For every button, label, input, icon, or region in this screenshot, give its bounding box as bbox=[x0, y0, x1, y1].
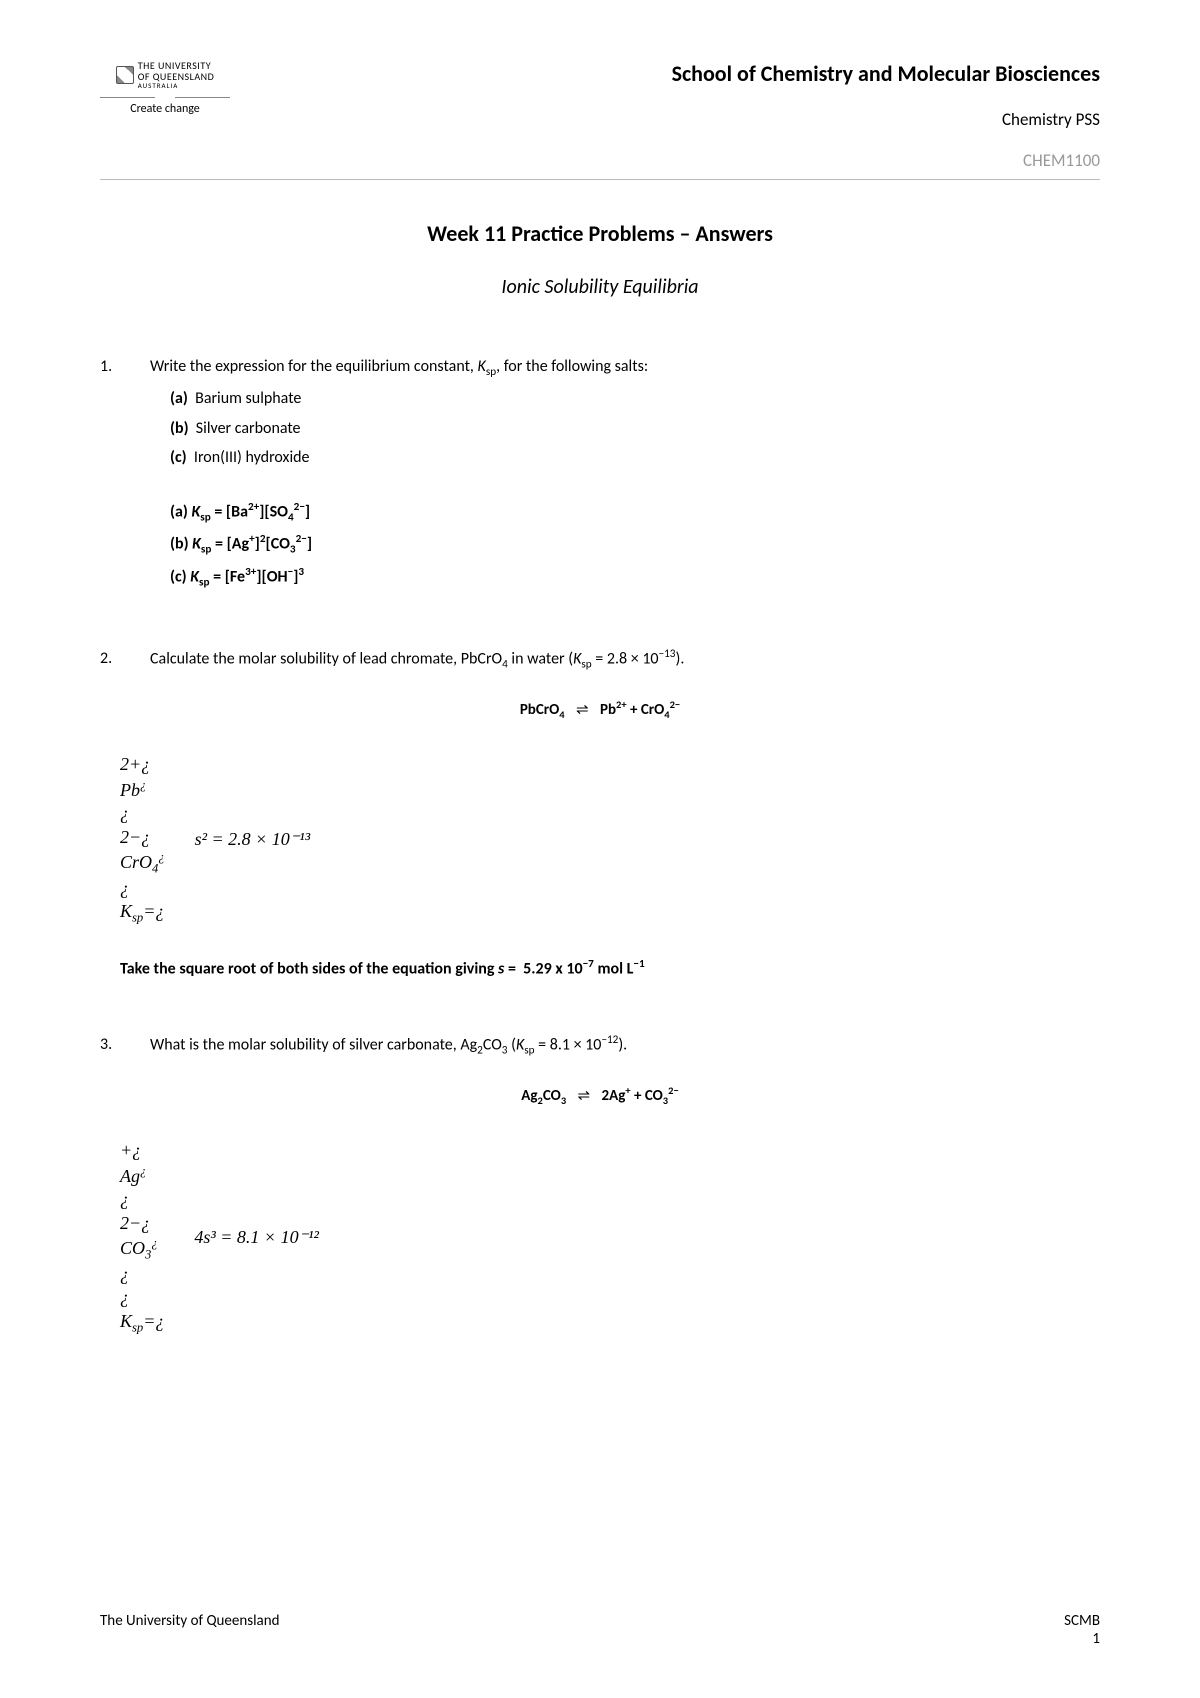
q3-number: 3. bbox=[100, 1032, 120, 1060]
q3-work-eq: 4s³ = 8.1 × 10⁻¹² bbox=[194, 1226, 319, 1249]
q1-ans-a: (a) Ksp = [Ba2+][SO42−] bbox=[170, 499, 1100, 527]
crest-icon bbox=[116, 66, 134, 84]
page-footer: The University of Queensland SCMB 1 bbox=[100, 1612, 1100, 1648]
footer-right: SCMB 1 bbox=[1064, 1612, 1100, 1648]
q1-ans-c: (c) Ksp = [Fe3+][OH−]3 bbox=[170, 564, 1100, 592]
footer-left: The University of Queensland bbox=[100, 1612, 280, 1648]
logo-divider bbox=[100, 94, 230, 100]
question-3: 3. What is the molar solubility of silve… bbox=[100, 1032, 1100, 1335]
q3-prompt: What is the molar solubility of silver c… bbox=[150, 1032, 1100, 1060]
q1-answers: (a) Ksp = [Ba2+][SO42−] (b) Ksp = [Ag+]2… bbox=[150, 499, 1100, 592]
q2-work-eq: s² = 2.8 × 10⁻¹³ bbox=[195, 828, 311, 851]
q1-b: (b) Silver carbonate bbox=[150, 416, 1100, 442]
question-1: 1. Write the expression for the equilibr… bbox=[100, 354, 1100, 596]
q1-ans-b: (b) Ksp = [Ag+]2[CO32−] bbox=[170, 531, 1100, 559]
footer-page-num: 1 bbox=[1064, 1630, 1100, 1648]
logo-tagline: Create change bbox=[130, 102, 200, 116]
question-2: 2. Calculate the molar solubility of lea… bbox=[100, 646, 1100, 982]
q1-number: 1. bbox=[100, 354, 120, 596]
q1-a: (a) Barium sulphate bbox=[150, 386, 1100, 412]
header-right: School of Chemistry and Molecular Biosci… bbox=[672, 60, 1100, 171]
q1-prompt: Write the expression for the equilibrium… bbox=[150, 354, 1100, 382]
course-subtitle: Chemistry PSS bbox=[672, 109, 1100, 130]
q2-number: 2. bbox=[100, 646, 120, 674]
school-name: School of Chemistry and Molecular Biosci… bbox=[672, 60, 1100, 87]
university-logo: THE UNIVERSITY OF QUEENSLAND AUSTRALIA C… bbox=[100, 60, 230, 116]
page-title: Week 11 Practice Problems – Answers bbox=[100, 220, 1100, 247]
q3-equation: Ag2CO3 ⇌ 2Ag+ + CO32− bbox=[100, 1083, 1100, 1110]
page-subtitle: Ionic Solubility Equilibria bbox=[100, 275, 1100, 299]
q2-working: 2+¿ Pb¿ ¿ 2−¿ CrO4¿ ¿ Ksp=¿ s² = 2.8 × 1… bbox=[120, 753, 1100, 926]
footer-scmb: SCMB bbox=[1064, 1612, 1100, 1630]
page-header: THE UNIVERSITY OF QUEENSLAND AUSTRALIA C… bbox=[100, 60, 1100, 180]
uni-name-3: AUSTRALIA bbox=[138, 82, 215, 90]
q1-c: (c) Iron(III) hydroxide bbox=[150, 445, 1100, 471]
q2-equation: PbCrO4 ⇌ Pb2+ + CrO42− bbox=[100, 697, 1100, 724]
q2-conclusion: Take the square root of both sides of th… bbox=[100, 956, 1100, 982]
q2-prompt: Calculate the molar solubility of lead c… bbox=[150, 646, 1100, 674]
course-code: CHEM1100 bbox=[672, 150, 1100, 171]
q3-working: +¿ Ag¿ ¿ 2−¿ CO3¿ ¿ ¿ Ksp=¿ 4s³ = 8.1 × … bbox=[120, 1139, 1100, 1335]
